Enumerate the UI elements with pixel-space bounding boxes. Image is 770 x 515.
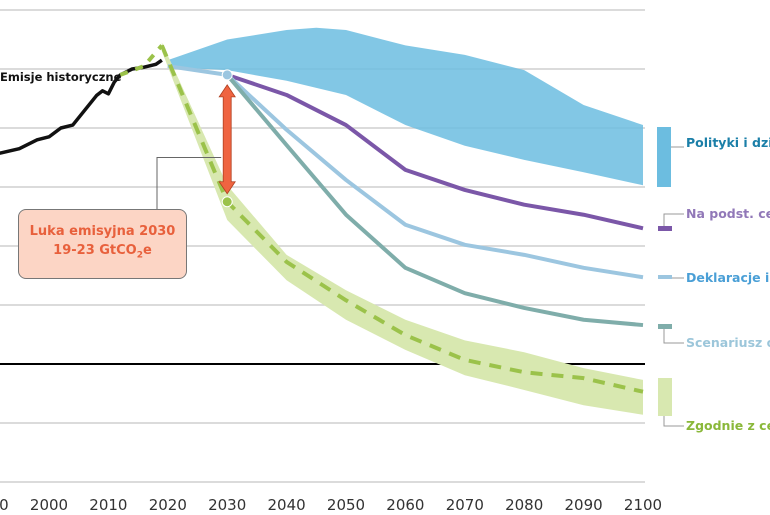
band-zgodnie xyxy=(161,42,644,415)
lines: Emisje historyczne xyxy=(0,44,644,394)
x-tick-label: 2060 xyxy=(386,496,424,514)
line-historical-overlay xyxy=(119,44,164,77)
bands xyxy=(161,27,644,415)
legend-label: Na podst. cel xyxy=(686,206,770,221)
legend-connector xyxy=(663,329,684,344)
callout-value-text: 19-23 GtCO xyxy=(53,243,137,259)
legend-label: Scenariusz op xyxy=(686,335,770,350)
x-tick-label: 2030 xyxy=(208,496,246,514)
gap-end-marker xyxy=(221,196,233,208)
gap-annotation xyxy=(156,69,236,210)
callout-title: Luka emisyjna 2030 xyxy=(29,224,176,240)
callout-leader xyxy=(156,157,222,210)
legend-connector xyxy=(663,416,684,427)
x-tick-label: 2080 xyxy=(505,496,543,514)
legend-label: Zgodnie z cel xyxy=(686,418,770,433)
callout-suffix: e xyxy=(143,243,152,259)
line-zgodnie xyxy=(160,44,644,394)
gap-start-marker xyxy=(221,69,233,81)
x-tick-label: 2040 xyxy=(268,496,306,514)
gridlines xyxy=(0,9,645,483)
x-tick-label: 2010 xyxy=(89,496,127,514)
legend-label: Polityki i dzia xyxy=(686,135,770,150)
historical-label: Emisje historyczne xyxy=(0,70,122,84)
legend-swatch xyxy=(657,127,671,187)
x-tick-label: 1990 xyxy=(0,496,9,514)
callout-subscript: 2 xyxy=(136,250,144,261)
legend-swatch xyxy=(658,324,672,329)
x-tick-label: 2090 xyxy=(565,496,603,514)
x-axis-ticks: 1990 2000 2010 2020 2030 2040 2050 2060 2070 2080… xyxy=(0,496,662,514)
line-scenariusz xyxy=(225,73,644,328)
legend-label: Deklaracje i c xyxy=(686,270,770,285)
x-tick-label: 2070 xyxy=(446,496,484,514)
x-tick-label: 2020 xyxy=(149,496,187,514)
legend: Polityki i dzia Na podst. cel Deklaracje i… xyxy=(657,127,770,433)
legend-connector xyxy=(663,213,684,226)
gap-double-arrow xyxy=(218,84,236,195)
x-tick-label: 2000 xyxy=(30,496,68,514)
legend-swatch xyxy=(658,226,672,231)
line-deklaracje xyxy=(167,64,644,280)
x-tick-label: 2100 xyxy=(624,496,662,514)
legend-swatch xyxy=(658,275,672,279)
band-polityki xyxy=(167,27,644,186)
x-tick-label: 2050 xyxy=(327,496,365,514)
callout-value: 19-23 GtCO2e xyxy=(19,241,186,266)
line-na xyxy=(226,73,644,231)
legend-swatch xyxy=(658,378,672,416)
emission-gap-callout: Luka emisyjna 2030 19-23 GtCO2e xyxy=(18,209,187,279)
